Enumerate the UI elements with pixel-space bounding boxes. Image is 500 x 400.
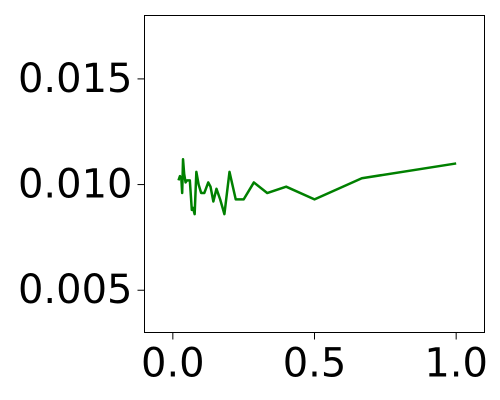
data-point xyxy=(314,199,315,200)
data-point xyxy=(191,209,192,210)
series-line xyxy=(177,157,457,216)
data-point xyxy=(182,193,183,194)
data-point xyxy=(201,193,202,194)
data-point xyxy=(194,214,195,215)
data-point xyxy=(208,182,209,183)
data-point xyxy=(184,174,185,175)
x-axis: 0.0 0.5 1.0 xyxy=(141,332,488,387)
data-point xyxy=(189,180,190,181)
data-point xyxy=(213,201,214,202)
y-tick-label: 0.015 xyxy=(18,56,133,102)
data-point xyxy=(185,182,186,183)
data-point xyxy=(179,176,180,177)
data-point xyxy=(361,178,362,179)
data-point xyxy=(286,186,287,187)
data-point xyxy=(204,193,205,194)
y-tick-label: 0.005 xyxy=(18,267,133,313)
y-axis: 0.005 0.010 0.015 xyxy=(18,56,145,313)
data-point xyxy=(224,214,225,215)
data-point xyxy=(196,171,197,172)
x-tick-label: 0.0 xyxy=(141,341,205,387)
data-point xyxy=(267,193,268,194)
data-point xyxy=(198,184,199,185)
series-layer xyxy=(177,157,457,216)
data-point xyxy=(456,163,457,164)
data-point xyxy=(192,207,193,208)
y-tick-label: 0.010 xyxy=(18,162,133,208)
data-point xyxy=(235,199,236,200)
x-tick-label: 1.0 xyxy=(424,341,488,387)
data-point xyxy=(181,178,182,179)
data-point xyxy=(216,188,217,189)
data-point xyxy=(178,180,179,181)
data-point xyxy=(187,180,188,181)
x-tick-label: 0.5 xyxy=(283,341,347,387)
data-point xyxy=(220,199,221,200)
data-point xyxy=(253,182,254,183)
data-point xyxy=(183,159,184,160)
data-point xyxy=(243,199,244,200)
data-point xyxy=(210,186,211,187)
data-point xyxy=(229,171,230,172)
